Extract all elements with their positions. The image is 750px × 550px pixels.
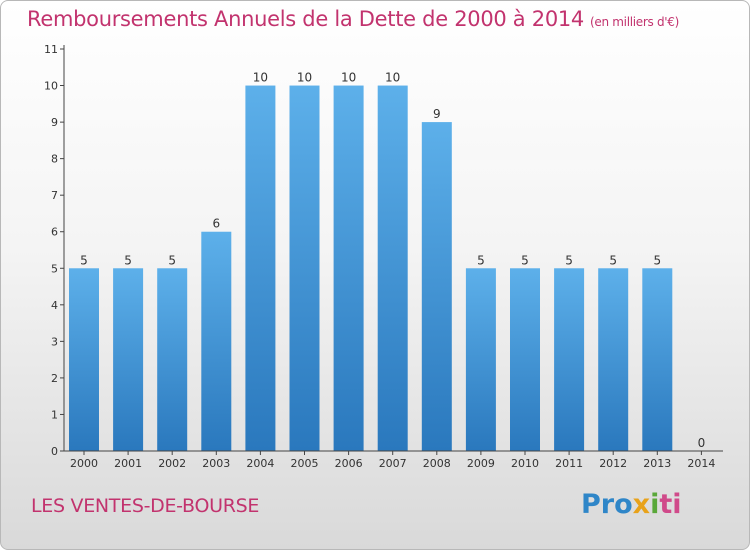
bar-value-label: 5 xyxy=(124,253,132,267)
y-tick-label: 5 xyxy=(51,262,58,275)
bar-value-label: 6 xyxy=(212,217,220,231)
bar xyxy=(377,85,408,451)
x-tick-label: 2001 xyxy=(114,457,142,470)
bar-value-label: 5 xyxy=(477,253,485,267)
bar-value-label: 10 xyxy=(385,71,400,85)
bar xyxy=(333,85,364,451)
bar-value-label: 5 xyxy=(521,253,529,267)
y-tick-label: 3 xyxy=(51,335,58,348)
bar xyxy=(157,268,188,451)
bar-value-label: 5 xyxy=(80,253,88,267)
y-tick-label: 4 xyxy=(51,299,58,312)
x-tick-label: 2006 xyxy=(335,457,363,470)
x-tick-label: 2012 xyxy=(599,457,627,470)
bar xyxy=(289,85,320,451)
bar xyxy=(69,268,99,451)
y-tick-label: 1 xyxy=(51,408,58,421)
bars: 5 5 5 6 10 10 10 10 9 5 5 5 5 5 0 xyxy=(69,71,705,451)
bar xyxy=(598,268,629,451)
bar xyxy=(554,268,585,451)
x-tick-label: 2013 xyxy=(643,457,671,470)
y-tick-label: 6 xyxy=(51,226,58,239)
x-tick-label: 2002 xyxy=(158,457,186,470)
bar xyxy=(642,268,673,451)
x-tick-label: 2011 xyxy=(555,457,583,470)
bar-value-label: 5 xyxy=(565,253,573,267)
x-tick-label: 2010 xyxy=(511,457,539,470)
x-tick-label: 2004 xyxy=(246,457,274,470)
y-tick-label: 2 xyxy=(51,372,58,385)
bar xyxy=(245,85,276,451)
y-tick-label: 0 xyxy=(51,445,58,458)
y-tick-label: 7 xyxy=(51,189,58,202)
bar-value-label: 5 xyxy=(168,253,176,267)
y-tick-label: 8 xyxy=(51,153,58,166)
bar xyxy=(421,122,452,451)
y-tick-label: 10 xyxy=(44,80,58,93)
bar-value-label: 9 xyxy=(433,107,441,121)
bar-value-label: 10 xyxy=(341,71,356,85)
bar xyxy=(465,268,496,451)
proxiti-logo[interactable]: Proxiti xyxy=(581,489,682,520)
bar-value-label: 5 xyxy=(609,253,617,267)
bar xyxy=(113,268,144,451)
x-tick-label: 2008 xyxy=(423,457,451,470)
commune-name: LES VENTES-DE-BOURSE xyxy=(31,495,260,517)
chart-title: Remboursements Annuels de la Dette de 20… xyxy=(27,7,679,31)
bar-value-label: 10 xyxy=(297,71,312,85)
chart-title-text: Remboursements Annuels de la Dette de 20… xyxy=(27,7,584,31)
x-tick-label: 2000 xyxy=(70,457,98,470)
y-tick-label: 11 xyxy=(44,43,58,56)
y-axis: 0 1 2 3 4 5 6 7 8 9 10 11 xyxy=(44,43,65,458)
x-axis: 2000 2001 2002 2003 2004 2005 2006 2007 2008 2009… xyxy=(64,450,723,470)
x-tick-label: 2003 xyxy=(202,457,230,470)
x-tick-label: 2009 xyxy=(467,457,495,470)
x-tick-label: 2007 xyxy=(379,457,407,470)
y-tick-label: 9 xyxy=(51,116,58,129)
bar-value-label: 0 xyxy=(698,436,706,450)
bar xyxy=(201,231,232,451)
chart-subtitle: (en milliers d'€) xyxy=(590,15,680,29)
x-tick-label: 2005 xyxy=(291,457,319,470)
bar-value-label: 5 xyxy=(653,253,661,267)
bar xyxy=(510,268,540,451)
bar-value-label: 10 xyxy=(253,71,268,85)
x-tick-label: 2014 xyxy=(687,457,715,470)
